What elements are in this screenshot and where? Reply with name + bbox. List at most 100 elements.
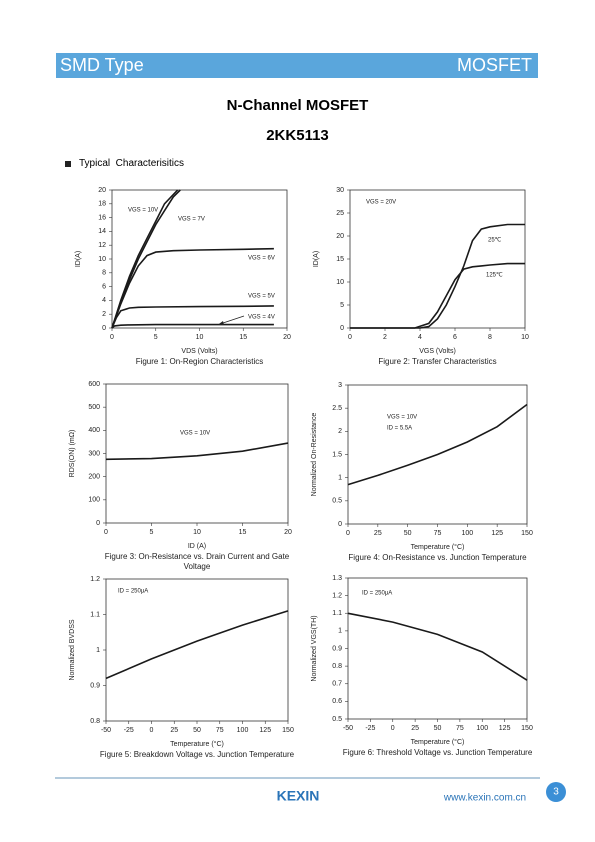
y-tick-label: 1.5 (332, 451, 342, 458)
part-number: 2KK5113 (266, 127, 329, 144)
plot-frame (105, 383, 289, 524)
x-tick-label: 0 (150, 727, 154, 734)
curve (347, 612, 528, 681)
x-tick-label: 150 (282, 727, 294, 734)
x-tick-label: 100 (237, 727, 249, 734)
x-tick-label: 0 (348, 334, 352, 341)
x-tick-label: -50 (101, 727, 111, 734)
doc-title: N-Channel MOSFET (226, 97, 369, 114)
x-tick-label: -50 (343, 725, 353, 732)
x-axis-label: VGS (Volts) (419, 348, 456, 355)
curve-label: VGS = 7V (178, 217, 205, 223)
y-tick-label: 0 (340, 325, 344, 332)
x-axis-label: Temperature (°C) (170, 740, 224, 748)
y-tick-label: 0.5 (332, 716, 342, 723)
x-tick-label: 10 (521, 334, 529, 341)
x-tick-label: 0 (346, 530, 350, 537)
section-title: Typical Characterisitics (79, 158, 185, 169)
x-tick-label: 100 (476, 725, 488, 732)
x-tick-label: 125 (491, 530, 503, 537)
curve-label: VGS = 6V (248, 256, 275, 262)
curve (105, 610, 289, 680)
x-tick-label: 75 (456, 725, 464, 732)
x-tick-label: 15 (239, 529, 247, 536)
x-axis-label: Temperature (°C) (411, 738, 465, 746)
x-tick-label: 100 (461, 530, 473, 537)
figure-caption: Figure 2: Transfer Characteristics (378, 357, 497, 366)
x-axis-label: VDS (Volts) (181, 348, 217, 355)
y-tick-label: 8 (102, 270, 106, 277)
x-tick-label: 0 (104, 529, 108, 536)
bullet (65, 161, 71, 167)
curve-label: VGS = 10V (128, 208, 158, 214)
x-tick-label: 5 (150, 529, 154, 536)
x-tick-label: 0 (391, 725, 395, 732)
y-tick-label: 4 (102, 297, 106, 304)
y-tick-label: 16 (98, 214, 106, 221)
x-tick-label: 50 (404, 530, 412, 537)
arrow-head (218, 321, 224, 325)
x-tick-label: 125 (499, 725, 511, 732)
x-tick-label: 10 (196, 334, 204, 341)
x-tick-label: 15 (239, 334, 247, 341)
x-tick-label: 4 (418, 334, 422, 341)
plot-frame (105, 578, 289, 722)
y-tick-label: 1 (338, 628, 342, 635)
y-tick-label: 2 (102, 311, 106, 318)
figure-caption: Figure 1: On-Region Characteristics (135, 357, 264, 366)
plot-frame (347, 577, 528, 720)
x-tick-label: 20 (284, 529, 292, 536)
x-tick-label: 25 (170, 727, 178, 734)
x-tick-label: 150 (521, 530, 533, 537)
x-tick-label: -25 (124, 727, 134, 734)
figure-caption: Figure 5: Breakdown Voltage vs. Junction… (99, 750, 295, 759)
y-tick-label: 500 (88, 404, 100, 411)
x-tick-label: 25 (374, 530, 382, 537)
y-tick-label: 2.5 (332, 405, 342, 412)
x-tick-label: 8 (488, 334, 492, 341)
curve (111, 247, 274, 329)
curve (347, 403, 528, 486)
y-tick-label: 0.5 (332, 498, 342, 505)
x-tick-label: 5 (154, 334, 158, 341)
x-tick-label: 25 (411, 725, 419, 732)
y-tick-label: 5 (340, 302, 344, 309)
curve-label: VGS = 4V (248, 315, 275, 321)
x-tick-label: 150 (521, 725, 533, 732)
y-axis-label: Normalized VGS(TH) (311, 615, 318, 681)
y-tick-label: 600 (88, 381, 100, 388)
y-tick-label: 1 (96, 647, 100, 654)
y-tick-label: 1.3 (332, 575, 342, 582)
annotation: VGS = 10V (180, 431, 210, 437)
y-axis-label: RDS(ON) (mΩ) (69, 430, 76, 478)
y-tick-label: 0 (338, 521, 342, 528)
y-tick-label: 1.2 (332, 592, 342, 599)
annotation: VGS = 20V (366, 200, 396, 206)
y-tick-label: 0.8 (90, 718, 100, 725)
annotation: VGS = 10V (387, 415, 417, 421)
y-tick-label: 2 (338, 428, 342, 435)
y-tick-label: 0.8 (332, 663, 342, 670)
y-tick-label: 30 (336, 187, 344, 194)
y-tick-label: 400 (88, 427, 100, 434)
page-number: 3 (553, 787, 559, 798)
y-tick-label: 18 (98, 201, 106, 208)
y-tick-label: 20 (336, 233, 344, 240)
curve (111, 189, 181, 329)
y-tick-label: 300 (88, 450, 100, 457)
x-tick-label: -25 (365, 725, 375, 732)
x-axis-label: Temperature (°C) (411, 543, 465, 551)
footer-url: www.kexin.com.cn (443, 793, 526, 804)
curve-label: 25℃ (488, 238, 502, 244)
header-right: MOSFET (457, 55, 532, 75)
annotation: ID = 250μA (118, 589, 148, 595)
figure-caption: Figure 6: Threshold Voltage vs. Junction… (342, 748, 533, 757)
curve (105, 442, 289, 461)
y-axis-label: ID(A) (75, 251, 82, 267)
curve (350, 262, 525, 329)
y-tick-label: 1.1 (332, 610, 342, 617)
curve (111, 323, 274, 329)
x-tick-label: 125 (259, 727, 271, 734)
